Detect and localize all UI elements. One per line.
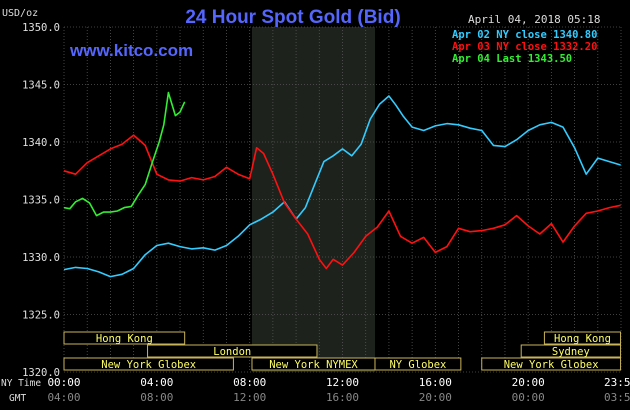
series-line-0 — [63, 95, 621, 278]
session-bar — [63, 357, 234, 371]
x-tick-label-ny: 16:00 — [419, 376, 452, 389]
legend-entry-apr04: Apr 04 Last 1343.50 — [452, 53, 572, 65]
session-label: London — [213, 346, 251, 358]
series-line-2 — [63, 91, 186, 217]
session-bar — [374, 357, 462, 371]
session-bar — [63, 331, 186, 345]
chart-grid — [63, 26, 622, 373]
session-label: Hong Kong — [96, 333, 153, 345]
session-label: New York NYMEX — [269, 359, 358, 371]
x-tick-label-gmt: 08:00 — [140, 391, 173, 404]
gmt-label: GMT — [9, 393, 26, 404]
session-label: New York Globex — [504, 359, 599, 371]
session-bar — [543, 331, 622, 345]
session-label: New York Globex — [101, 359, 196, 371]
x-tick-labels: 00:00 04:00 04:00 08:00 08:00 12:00 12:00 16:00… — [47, 376, 630, 404]
x-tick-label-gmt: 16:00 — [326, 391, 359, 404]
chart-title: 24 Hour Spot Gold (Bid) — [185, 7, 400, 28]
x-tick-label-ny: 00:00 — [47, 376, 80, 389]
y-tick-label: 1330.0 — [22, 252, 60, 264]
x-tick-label-ny: 08:00 — [233, 376, 266, 389]
chart-series — [63, 91, 621, 278]
site-watermark: www.kitco.com — [69, 41, 193, 60]
y-tick-label: 1340.0 — [22, 137, 60, 149]
y-tick-label: 1335.0 — [22, 195, 60, 207]
y-tick-label: 1325.0 — [22, 310, 60, 322]
x-tick-label-ny: 12:00 — [326, 376, 359, 389]
y-tick-labels: 1320.0 1325.0 1330.0 1335.0 1340.0 1345.0 1350… — [22, 22, 60, 379]
x-tick-label-ny: 23:59 — [604, 376, 630, 389]
x-tick-label-gmt: 03:59 — [604, 391, 630, 404]
x-tick-label-gmt: 00:00 — [512, 391, 545, 404]
unit-label: USD/oz — [2, 8, 38, 19]
session-label: Sydney — [552, 346, 590, 358]
legend: Apr 02 NY close 1340.80 Apr 03 NY close … — [452, 29, 597, 65]
y-tick-label: 1350.0 — [22, 22, 60, 34]
legend-entry-apr03: Apr 03 NY close 1332.20 — [452, 41, 597, 53]
x-tick-label-ny: 04:00 — [140, 376, 173, 389]
y-tick-label: 1345.0 — [22, 80, 60, 92]
market-sessions: Hong Kong London New York Globex New York N… — [63, 331, 622, 371]
session-label: NY Globex — [389, 359, 446, 371]
x-tick-label-gmt: 20:00 — [419, 391, 452, 404]
session-bar — [481, 357, 622, 371]
legend-entry-apr02: Apr 02 NY close 1340.80 — [452, 29, 597, 41]
series-line-1 — [63, 134, 621, 270]
x-tick-label-gmt: 12:00 — [233, 391, 266, 404]
y-tick-label: 1320.0 — [22, 367, 60, 379]
ny-time-label: NY Time — [1, 378, 41, 389]
session-bar — [147, 344, 318, 358]
session-bar — [520, 344, 622, 358]
timestamp: April 04, 2018 05:18 — [468, 13, 600, 26]
x-tick-label-ny: 20:00 — [512, 376, 545, 389]
x-tick-label-gmt: 04:00 — [47, 391, 80, 404]
session-label: Hong Kong — [554, 333, 611, 345]
